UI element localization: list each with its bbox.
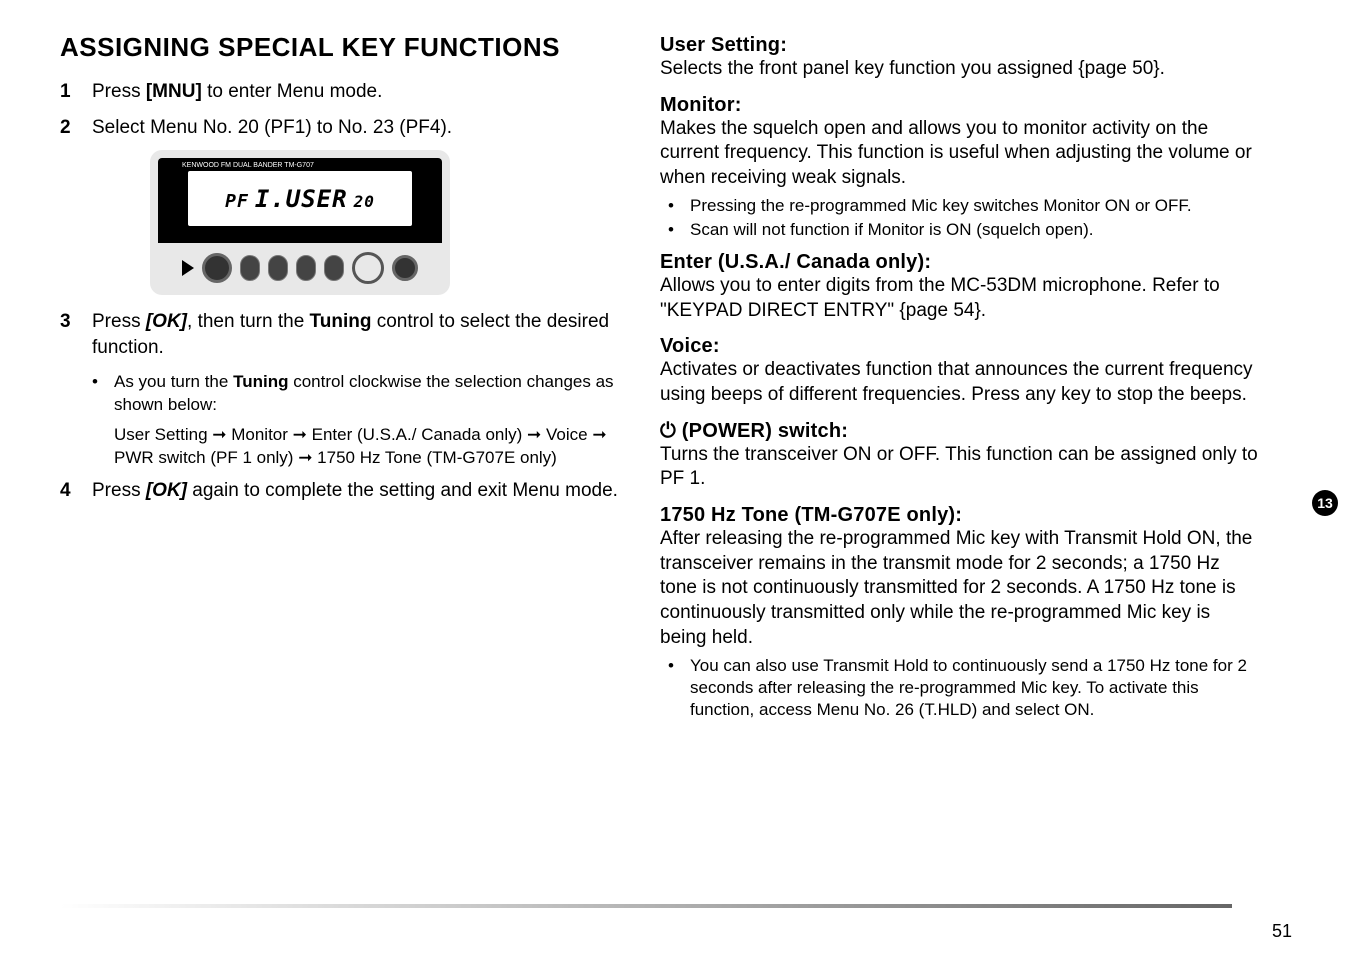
flow-sequence: User Setting ➞ Monitor ➞ Enter (U.S.A./ …: [114, 424, 620, 470]
radio-brand-label: KENWOOD FM DUAL BANDER TM-G707: [164, 162, 436, 169]
enter-title: Enter (U.S.A./ Canada only):: [660, 251, 1260, 274]
step-3-body: Press [OK], then turn the Tuning control…: [92, 309, 620, 360]
user-setting-title: User Setting:: [660, 34, 1260, 57]
step-3-num: 3: [60, 309, 92, 360]
volume-knob-icon: [392, 255, 418, 281]
power-icon: ⏻: [660, 420, 676, 442]
tone-bullet-1-text: You can also use Transmit Hold to contin…: [690, 655, 1260, 721]
monitor-bullet-1: • Pressing the re-programmed Mic key swi…: [668, 195, 1260, 217]
voice-body: Activates or deactivates function that a…: [660, 358, 1260, 407]
power-knob-icon: [202, 253, 232, 283]
monitor-bullet-2: • Scan will not function if Monitor is O…: [668, 219, 1260, 241]
chapter-badge: 13: [1312, 490, 1338, 516]
step-4-pre: Press: [92, 480, 146, 501]
step-2: 2 Select Menu No. 20 (PF1) to No. 23 (PF…: [60, 115, 620, 141]
sub-bullet-bold: Tuning: [233, 372, 288, 391]
power-title-text: (POWER) switch:: [676, 420, 848, 442]
screen-num: 20: [354, 192, 375, 211]
bullet-dot: •: [668, 219, 690, 241]
monitor-title: Monitor:: [660, 94, 1260, 117]
power-body: Turns the transceiver ON or OFF. This fu…: [660, 443, 1260, 492]
step-1-bold: [MNU]: [146, 81, 202, 102]
step-3-bold2: Tuning: [310, 311, 372, 332]
step-3-ibold: [OK]: [146, 311, 187, 332]
bullet-dot: •: [92, 371, 114, 417]
tone-bullet-1: • You can also use Transmit Hold to cont…: [668, 655, 1260, 721]
monitor-body: Makes the squelch open and allows you to…: [660, 117, 1260, 191]
step-1-body: Press [MNU] to enter Menu mode.: [92, 79, 620, 105]
footer-gradient-line: [60, 904, 1232, 908]
screen-pf: PF: [225, 191, 249, 212]
step-1-post: to enter Menu mode.: [202, 81, 383, 102]
step-4-ibold: [OK]: [146, 480, 187, 501]
step-4-body: Press [OK] again to complete the setting…: [92, 478, 620, 504]
page-number: 51: [1272, 921, 1292, 942]
tone-body: After releasing the re-programmed Mic ke…: [660, 527, 1260, 650]
step-4-post: again to complete the setting and exit M…: [187, 480, 618, 501]
sub-bullet-pre: As you turn the: [114, 372, 233, 391]
monitor-bullet-2-text: Scan will not function if Monitor is ON …: [690, 219, 1260, 241]
step-4-num: 4: [60, 478, 92, 504]
screen-main: I.USER: [255, 185, 348, 213]
user-setting-body: Selects the front panel key function you…: [660, 57, 1260, 82]
main-heading: ASSIGNING SPECIAL KEY FUNCTIONS: [60, 32, 620, 63]
step-3: 3 Press [OK], then turn the Tuning contr…: [60, 309, 620, 360]
button-3-icon: [296, 255, 316, 281]
button-1-icon: [240, 255, 260, 281]
button-4-icon: [324, 255, 344, 281]
radio-illustration: KENWOOD FM DUAL BANDER TM-G707 PF I.USER…: [150, 150, 450, 295]
button-2-icon: [268, 255, 288, 281]
step-1-pre: Press: [92, 81, 146, 102]
step-1-num: 1: [60, 79, 92, 105]
tone-title: 1750 Hz Tone (TM-G707E only):: [660, 504, 1260, 527]
power-title: ⏻ (POWER) switch:: [660, 420, 1260, 443]
step-3-sub-bullet: • As you turn the Tuning control clockwi…: [92, 371, 620, 417]
step-4: 4 Press [OK] again to complete the setti…: [60, 478, 620, 504]
step-2-body: Select Menu No. 20 (PF1) to No. 23 (PF4)…: [92, 115, 620, 141]
enter-body: Allows you to enter digits from the MC-5…: [660, 274, 1260, 323]
bullet-dot: •: [668, 655, 690, 721]
step-3-pre: Press: [92, 311, 146, 332]
voice-title: Voice:: [660, 335, 1260, 358]
play-arrow-icon: [182, 260, 194, 276]
step-1: 1 Press [MNU] to enter Menu mode.: [60, 79, 620, 105]
step-2-num: 2: [60, 115, 92, 141]
monitor-bullet-1-text: Pressing the re-programmed Mic key switc…: [690, 195, 1260, 217]
radio-lcd-screen: PF I.USER 20: [188, 171, 412, 226]
step-3-mid: , then turn the: [187, 311, 310, 332]
bullet-dot: •: [668, 195, 690, 217]
tuning-dial-icon: [352, 252, 384, 284]
